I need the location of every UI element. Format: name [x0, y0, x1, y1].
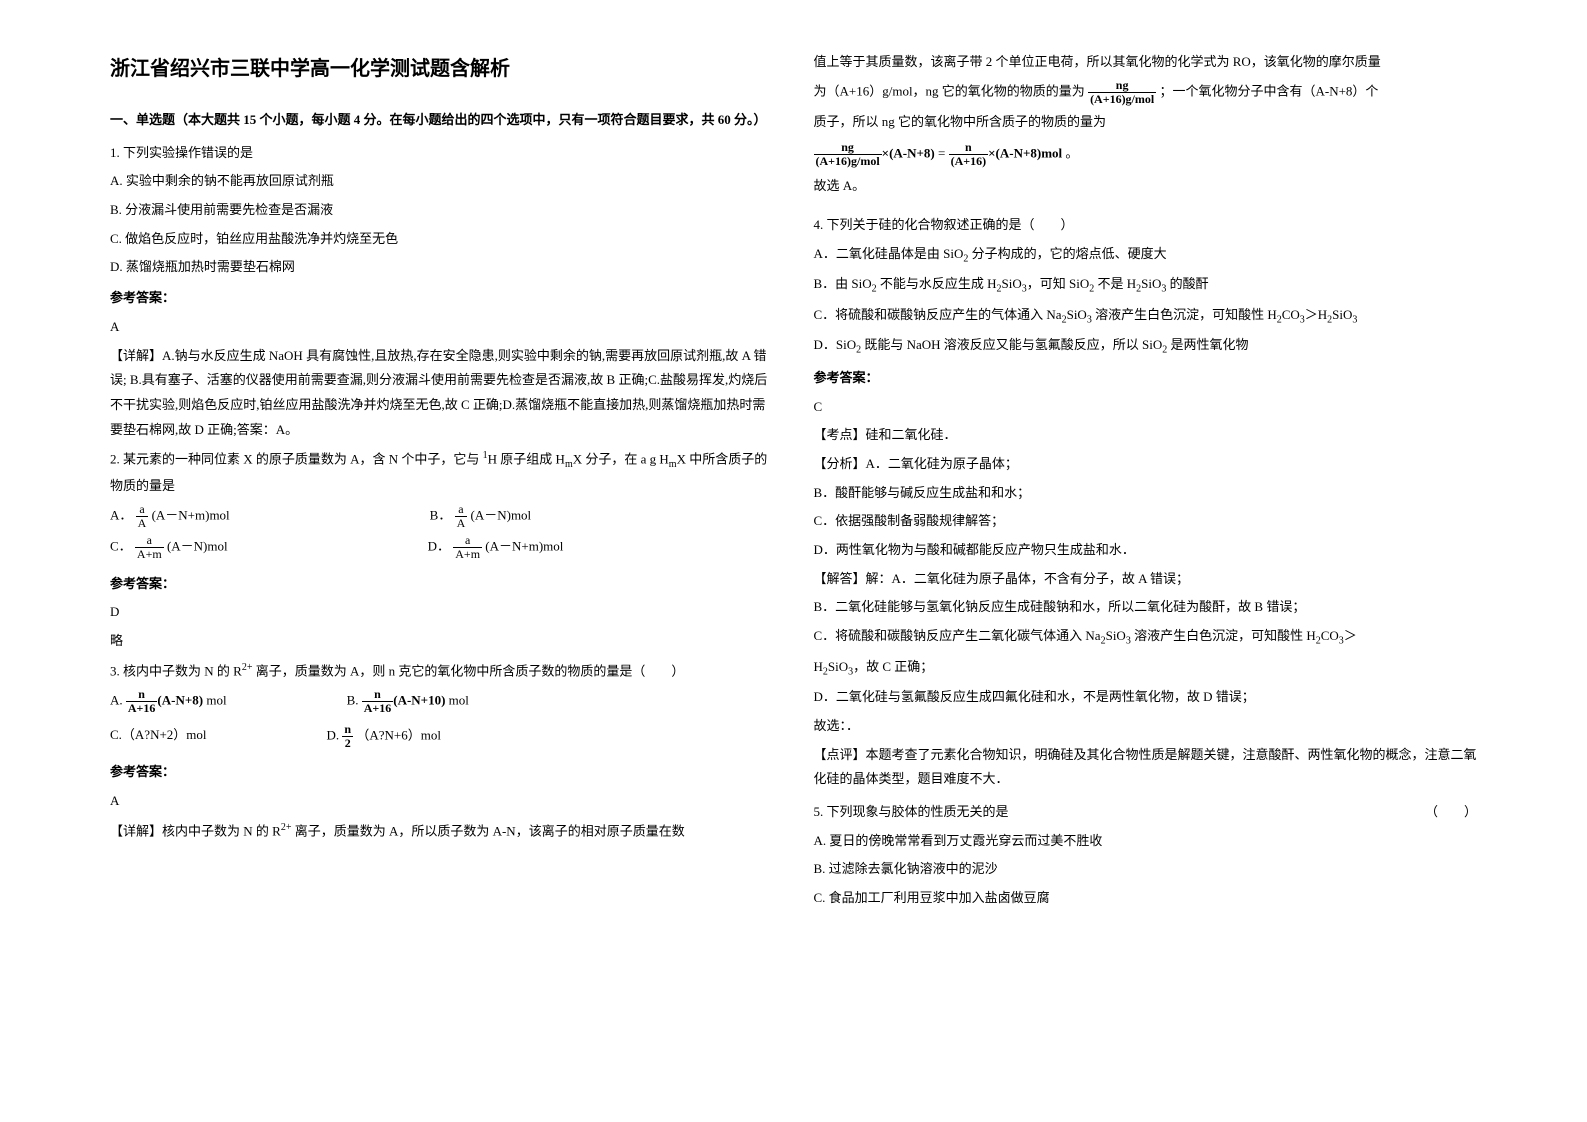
- q3-answer: A: [110, 789, 774, 814]
- q4-opt-c: C．将硫酸和碳酸钠反应产生的气体通入 Na2SiO3 溶液产生白色沉淀，可知酸性…: [814, 303, 1478, 330]
- q1-explain: 【详解】A.钠与水反应生成 NaOH 具有腐蚀性,且放热,存在安全隐患,则实验中…: [110, 344, 774, 443]
- q4-opt-a: A．二氧化硅晶体是由 SiO2 分子构成的，它的熔点低、硬度大: [814, 242, 1478, 269]
- q5-opt-b: B. 过滤除去氯化钠溶液中的泥沙: [814, 857, 1478, 882]
- q4-stem: 4. 下列关于硅的化合物叙述正确的是（ ）: [814, 213, 1478, 238]
- q2-stem: 2. 某元素的一种同位素 X 的原子质量数为 A，含 N 个中子，它与 1H 原…: [110, 446, 774, 499]
- q1-stem: 1. 下列实验操作错误的是: [110, 141, 774, 166]
- q4-jd-d: D．二氧化硅与氢氟酸反应生成四氟化硅和水，不是两性氧化物，故 D 错误；: [814, 685, 1478, 710]
- q2-opt-b: B． aA (A－N)mol: [430, 503, 532, 530]
- q4-answer-label: 参考答案：: [814, 366, 1478, 391]
- page-title: 浙江省绍兴市三联中学高一化学测试题含解析: [110, 50, 774, 88]
- q3-stem: 3. 核内中子数为 N 的 R2+ 离子，质量数为 A，则 n 克它的氧化物中所…: [110, 658, 774, 684]
- q5-opt-c: C. 食品加工厂利用豆浆中加入盐卤做豆腐: [814, 886, 1478, 911]
- q1-opt-d: D. 蒸馏烧瓶加热时需要垫石棉网: [110, 255, 774, 280]
- q4-gx: 故选：．: [814, 714, 1478, 739]
- q1-opt-b: B. 分液漏斗使用前需要先检查是否漏液: [110, 198, 774, 223]
- q5-stem: 5. 下列现象与胶体的性质无关的是 （ ）: [814, 800, 1478, 825]
- q2-answer: D: [110, 600, 774, 625]
- q2-opt-a: A． aA (A－N+m)mol: [110, 503, 230, 530]
- q1-answer-label: 参考答案：: [110, 286, 774, 311]
- q3-opt-a: A. nA+16(A-N+8) mol: [110, 688, 227, 715]
- q1-answer: A: [110, 315, 774, 340]
- q4-opt-d: D．SiO2 既能与 NaOH 溶液反应又能与氢氟酸反应，所以 SiO2 是两性…: [814, 333, 1478, 360]
- q3-opt-b: B. nA+16(A-N+10) mol: [347, 688, 469, 715]
- q4-jd-b: B．二氧化硅能够与氢氧化钠反应生成硅酸钠和水，所以二氧化硅为酸酐，故 B 错误；: [814, 595, 1478, 620]
- q4-kp: 【考点】硅和二氧化硅．: [814, 423, 1478, 448]
- q4-fx-b: B．酸酐能够与碱反应生成盐和和水；: [814, 481, 1478, 506]
- q4-fx-c: C．依据强酸制备弱酸规律解答；: [814, 509, 1478, 534]
- r-line2: 为（A+16）g/mol，ng 它的氧化物的物质的量为 ng(A+16)g/mo…: [814, 79, 1478, 106]
- q2-answer-label: 参考答案：: [110, 572, 774, 597]
- q5-opt-a: A. 夏日的傍晚常常看到万丈霞光穿云而过美不胜收: [814, 829, 1478, 854]
- q1-opt-c: C. 做焰色反应时，铂丝应用盐酸洗净并灼烧至无色: [110, 227, 774, 252]
- q4-fx-d: D．两性氧化物为与酸和碱都能反应产物只生成盐和水．: [814, 538, 1478, 563]
- q3-opt-c: C.（A?N+2）mol: [110, 723, 207, 750]
- q4-jd-c: C．将硫酸和碳酸钠反应产生二氧化碳气体通入 Na2SiO3 溶液产生白色沉淀，可…: [814, 624, 1478, 651]
- r-line1: 值上等于其质量数，该离子带 2 个单位正电荷，所以其氧化物的化学式为 RO，该氧…: [814, 50, 1478, 75]
- q4-opt-b: B．由 SiO2 不能与水反应生成 H2SiO3，可知 SiO2 不是 H2Si…: [814, 272, 1478, 299]
- q4-jd-a: 【解答】解：A．二氧化硅为原子晶体，不含有分子，故 A 错误；: [814, 567, 1478, 592]
- q1-opt-a: A. 实验中剩余的钠不能再放回原试剂瓶: [110, 169, 774, 194]
- q2-opt-c: C． aA+m (A－N)mol: [110, 534, 228, 561]
- q4-fx-a: 【分析】A．二氧化硅为原子晶体；: [814, 452, 1478, 477]
- section-intro: 一、单选题（本大题共 15 个小题，每小题 4 分。在每小题给出的四个选项中，只…: [110, 108, 774, 133]
- q3-explain: 【详解】核内中子数为 N 的 R2+ 离子，质量数为 A，所以质子数为 A-N，…: [110, 818, 774, 844]
- r-formula: ng(A+16)g/mol×(A-N+8) = n(A+16)×(A-N+8)m…: [814, 141, 1478, 168]
- q4-jd-c2: H2SiO3，故 C 正确；: [814, 655, 1478, 682]
- q3-answer-label: 参考答案：: [110, 760, 774, 785]
- q2-opt-d: D． aA+m (A－N+m)mol: [428, 534, 564, 561]
- q3-opt-d: D. n2 （A?N+6）mol: [327, 723, 441, 750]
- q4-answer: C: [814, 395, 1478, 420]
- q4-dp: 【点评】本题考查了元素化合物知识，明确硅及其化合物性质是解题关键，注意酸酐、两性…: [814, 743, 1478, 792]
- r-choose: 故选 A。: [814, 174, 1478, 199]
- r-line3: 质子，所以 ng 它的氧化物中所含质子的物质的量为: [814, 110, 1478, 135]
- q2-skip: 略: [110, 629, 774, 654]
